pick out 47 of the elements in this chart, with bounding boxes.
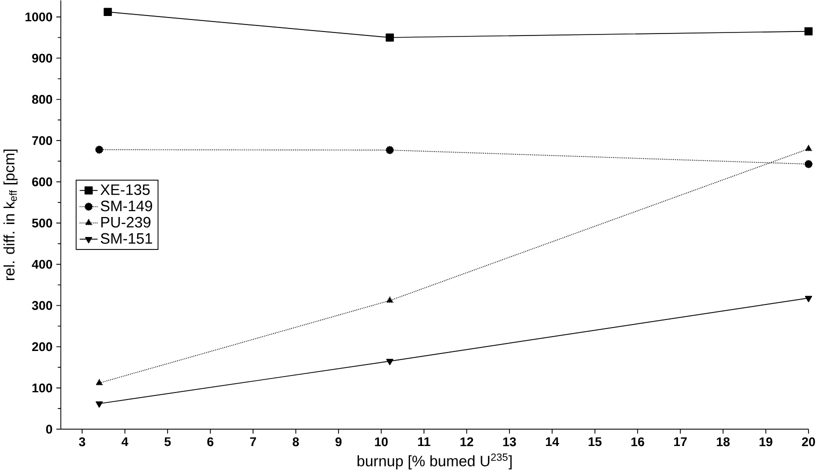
y-tick-label: 0	[46, 424, 52, 434]
legend-label: XE-135	[100, 184, 150, 196]
point	[386, 146, 394, 154]
point	[804, 27, 813, 36]
point	[804, 296, 812, 302]
y-tick-label: 1000	[25, 12, 52, 22]
y-tick-label: 400	[32, 260, 52, 269]
point	[804, 160, 813, 168]
point	[96, 401, 103, 408]
x-tick-label: 13	[503, 437, 516, 446]
y-tick-label: 900	[32, 54, 52, 63]
x-tick-label: 18	[716, 437, 730, 446]
x-tick-label: 7	[250, 437, 256, 446]
point	[386, 34, 394, 42]
point	[96, 379, 103, 386]
x-tick-label: 10	[375, 437, 388, 446]
x-tick-label: 4	[122, 437, 128, 446]
x-tick-label: 16	[631, 437, 644, 446]
x-tick-label: 8	[292, 437, 299, 446]
y-tick-label: 100	[32, 384, 52, 392]
point	[95, 146, 104, 154]
point	[386, 359, 394, 366]
y-tick-label: 500	[32, 218, 52, 228]
x-tick-label: 5	[164, 437, 171, 446]
x-tick-label: 14	[546, 437, 560, 446]
point	[804, 144, 812, 152]
x-tick-label: 15	[588, 437, 602, 446]
point	[104, 8, 112, 16]
point	[386, 296, 394, 303]
legend-label: SM-149	[100, 200, 152, 212]
x-axis-title: burnup [% bumed U$^{235}$]	[358, 454, 512, 470]
legend-label: PU-239	[101, 216, 150, 228]
y-axis-title: rel. diff. in k$_{eff}$ [pcm]	[3, 150, 18, 280]
x-tick-label: 9	[335, 437, 342, 446]
y-tick-label: 700	[32, 136, 52, 146]
x-tick-label: 17	[674, 437, 687, 446]
y-tick-label: 800	[32, 95, 52, 104]
x-tick-label: 11	[418, 437, 430, 446]
y-tick-label: 600	[32, 177, 52, 186]
x-tick-label: 12	[460, 437, 474, 446]
x-tick-label: 6	[207, 437, 214, 446]
y-tick-label: 200	[32, 342, 52, 352]
x-tick-label: 19	[760, 437, 772, 446]
legend-label: SM-151	[100, 233, 152, 244]
x-tick-label: 20	[802, 437, 815, 446]
x-tick-label: 3	[78, 437, 86, 446]
y-tick-label: 300	[32, 301, 52, 310]
